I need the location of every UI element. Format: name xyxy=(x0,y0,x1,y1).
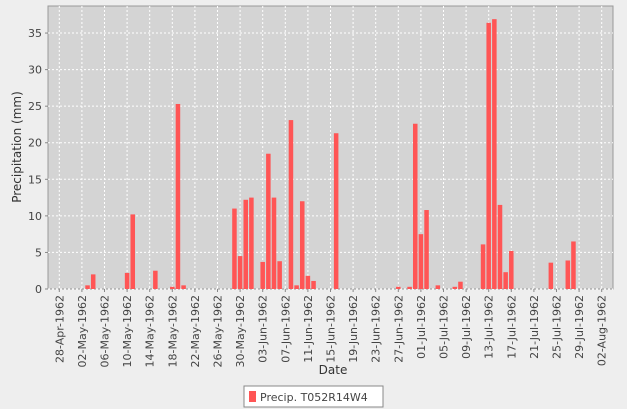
bar xyxy=(260,261,265,289)
x-axis-title: Date xyxy=(319,363,348,377)
x-tick-label: 17-Jul-1962 xyxy=(505,295,518,359)
y-tick-label: 5 xyxy=(35,246,42,259)
x-tick-label: 29-Jul-1962 xyxy=(573,295,586,359)
x-tick-label: 02-Aug-1962 xyxy=(596,295,609,366)
bar xyxy=(458,281,463,289)
x-tick-label: 27-Jun-1962 xyxy=(392,295,405,363)
x-tick-label: 23-Jun-1962 xyxy=(370,295,383,363)
x-tick-label: 05-Jul-1962 xyxy=(438,295,451,359)
y-axis-title: Precipitation (mm) xyxy=(10,91,24,203)
bar xyxy=(124,272,130,289)
x-tick-label: 09-Jul-1962 xyxy=(460,295,473,359)
bar xyxy=(424,210,429,289)
bar xyxy=(548,262,554,289)
bar xyxy=(181,285,186,289)
bar xyxy=(85,285,90,289)
x-tick-label: 18-May-1962 xyxy=(166,295,179,367)
bar xyxy=(294,285,299,289)
legend-label: Precip. T052R14W4 xyxy=(260,391,368,404)
bar xyxy=(509,250,514,289)
bar xyxy=(503,272,508,289)
bar xyxy=(571,241,576,289)
x-tick-label: 01-Jul-1962 xyxy=(415,295,428,359)
x-tick-label: 21-Jul-1962 xyxy=(528,295,541,359)
bar xyxy=(497,204,503,289)
bar xyxy=(153,270,158,289)
bar xyxy=(435,285,441,289)
bar xyxy=(232,208,237,289)
y-tick-label: 30 xyxy=(28,64,42,77)
y-tick-label: 35 xyxy=(28,27,42,40)
bar xyxy=(271,197,277,289)
x-tick-label: 06-May-1962 xyxy=(99,295,112,367)
x-tick-label: 03-Jun-1962 xyxy=(257,295,270,363)
bar xyxy=(266,153,271,289)
y-tick-label: 0 xyxy=(35,283,42,296)
bar xyxy=(175,103,181,290)
x-tick-label: 10-May-1962 xyxy=(121,295,134,367)
legend-swatch xyxy=(249,391,256,402)
y-tick-label: 20 xyxy=(28,137,42,150)
bar xyxy=(277,261,282,289)
bar xyxy=(412,123,418,289)
y-tick-label: 15 xyxy=(28,173,42,186)
bar xyxy=(243,199,249,289)
x-tick-label: 28-Apr-1962 xyxy=(53,295,66,363)
bar xyxy=(480,244,486,289)
bar xyxy=(311,280,316,289)
x-tick-label: 11-Jun-1962 xyxy=(302,295,315,363)
x-tick-label: 26-May-1962 xyxy=(212,295,225,367)
x-tick-label: 02-May-1962 xyxy=(76,295,89,367)
bar xyxy=(486,22,491,289)
bar xyxy=(299,201,305,289)
x-tick-label: 07-Jun-1962 xyxy=(279,295,292,363)
x-tick-label: 15-Jun-1962 xyxy=(325,295,338,363)
bar xyxy=(90,274,96,289)
y-tick-label: 25 xyxy=(28,100,42,113)
x-tick-label: 25-Jul-1962 xyxy=(551,295,564,359)
x-tick-label: 13-Jul-1962 xyxy=(483,295,496,359)
bar xyxy=(396,286,401,289)
bar xyxy=(492,19,497,290)
bar xyxy=(288,120,294,290)
bar xyxy=(452,286,458,289)
bar xyxy=(407,286,412,289)
bar xyxy=(565,260,571,289)
y-tick-label: 10 xyxy=(28,210,42,223)
x-tick-label: 14-May-1962 xyxy=(144,295,157,367)
x-tick-label: 30-May-1962 xyxy=(234,295,247,367)
bar xyxy=(170,286,175,289)
bar xyxy=(249,197,254,289)
bar xyxy=(418,234,424,289)
x-tick-label: 22-May-1962 xyxy=(189,295,202,367)
bar xyxy=(333,133,339,289)
bar xyxy=(305,275,311,289)
bar xyxy=(130,214,136,289)
bar xyxy=(237,256,243,289)
legend xyxy=(243,385,384,408)
x-tick-label: 19-Jun-1962 xyxy=(347,295,360,363)
